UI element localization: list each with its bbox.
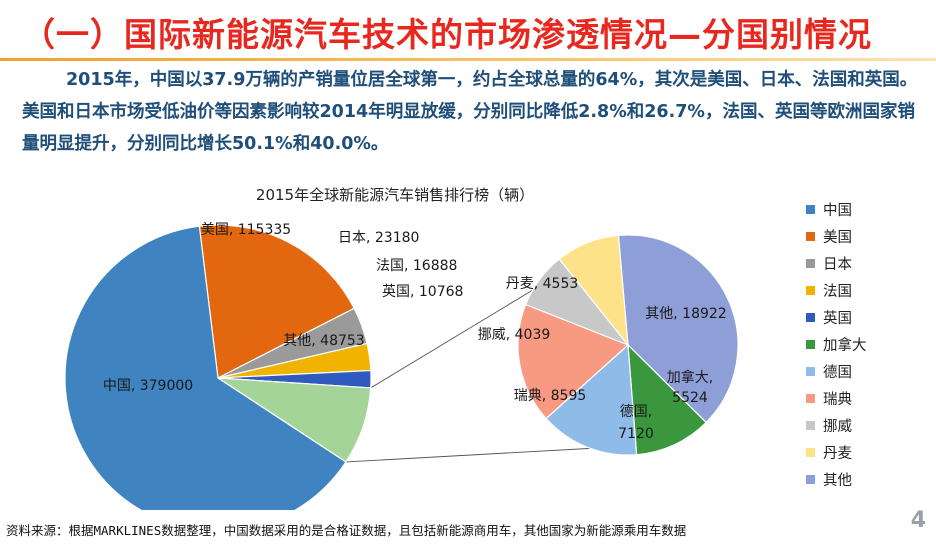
- legend-label: 德国: [823, 365, 852, 381]
- main-pie: [64, 224, 372, 510]
- title-divider: [0, 58, 936, 61]
- main-slice-e7be8ee59bbd: [198, 224, 356, 379]
- summary-paragraph: 2015年，中国以37.9万辆的产销量位居全球第一，约占全球总量的64%，其次是…: [22, 70, 918, 154]
- legend-item-e88bb1e59bbd: 英国: [806, 304, 926, 331]
- pie-of-pie-chart: 2015年全球新能源汽车销售排行榜（辆） 中国, 379000 美国, 11533…: [64, 186, 739, 510]
- legend-label: 英国: [823, 311, 852, 327]
- legend-swatch: [806, 394, 815, 403]
- legend-label: 中国: [823, 203, 852, 219]
- main-label-e6b395e59bbd: 法国, 16888: [376, 258, 457, 274]
- legend-swatch: [806, 205, 815, 214]
- detail-pie: [517, 234, 739, 456]
- slide-title: （一）国际新能源汽车技术的市场渗透情况—分国别情况: [22, 15, 872, 54]
- legend-label: 挪威: [823, 419, 852, 435]
- legend-item-e585b6e4bb96: 其他: [806, 466, 926, 493]
- detail-label-e5beb7e59bbd-name: 德国,: [620, 404, 652, 420]
- legend-item-e6b395e59bbd: 法国: [806, 277, 926, 304]
- legend-label: 法国: [823, 284, 852, 300]
- source-note: 资料来源：根据MARKLINES数据整理，中国数据采用的是合格证数据，且包括新能…: [6, 523, 687, 538]
- legend-item-e7919ee585b8: 瑞典: [806, 385, 926, 412]
- data-labels: 中国, 379000 美国, 115335 日本, 23180 法国, 16888 英国…: [103, 222, 727, 442]
- main-label-e7be8ee59bbd: 美国, 115335: [201, 222, 291, 238]
- legend-item-e4b8ade59bbd: 中国: [806, 196, 926, 223]
- detail-label-e68caae5a881: 挪威, 4039: [478, 327, 551, 343]
- detail-label-e58aa0e68bbfe5a4a7-value: 5524: [672, 390, 708, 406]
- chart-title: 2015年全球新能源汽车销售排行榜（辆）: [256, 186, 534, 204]
- detail-slice-e7919ee585b8: [517, 303, 630, 420]
- legend-swatch: [806, 367, 815, 376]
- connector-line-upper: [370, 289, 533, 389]
- legend-item-e697a5e69cac: 日本: [806, 250, 926, 277]
- detail-label-e58aa0e68bbfe5a4a7-name: 加拿大,: [667, 369, 713, 386]
- page-number: 4: [910, 508, 926, 533]
- legend-item-e5beb7e59bbd: 德国: [806, 358, 926, 385]
- detail-label-e585b6e4bb96: 其他, 18922: [645, 306, 726, 322]
- main-label-e697a5e69cac: 日本, 23180: [338, 230, 419, 246]
- detail-slice-e4b8b9e9baa6: [558, 234, 629, 347]
- connector-line-lower: [345, 447, 591, 463]
- main-label-e88bb1e59bbd: 英国, 10768: [382, 283, 463, 300]
- legend-swatch: [806, 259, 815, 268]
- main-slice-e4b8ade59bbd: [64, 225, 347, 510]
- detail-slice-e58aa0e68bbfe5a4a7: [627, 343, 708, 456]
- legend-label: 丹麦: [823, 446, 852, 462]
- legend-label: 日本: [823, 257, 852, 273]
- detail-label-e7919ee585b8: 瑞典, 8595: [514, 388, 587, 404]
- detail-slice-e5beb7e59bbd: [545, 343, 638, 456]
- legend-swatch: [806, 286, 815, 295]
- detail-slice-e585b6e4bb96: [617, 234, 739, 424]
- legend-swatch: [806, 448, 815, 457]
- pie-connectors: [345, 289, 591, 463]
- legend-swatch: [806, 421, 815, 430]
- detail-label-e5beb7e59bbd-value: 7120: [618, 426, 654, 442]
- legend-item-e7be8ee59bbd: 美国: [806, 223, 926, 250]
- legend-label: 加拿大: [823, 338, 867, 354]
- main-label-e4b8ade59bbd: 中国, 379000: [103, 378, 193, 394]
- legend-label: 其他: [823, 473, 852, 489]
- detail-label-e4b8b9e9baa6: 丹麦, 4553: [506, 276, 579, 292]
- legend-swatch: [806, 232, 815, 241]
- legend-swatch: [806, 475, 815, 484]
- legend-item-e68caae5a881: 挪威: [806, 412, 926, 439]
- legend-label: 瑞典: [823, 392, 852, 408]
- chart-legend: 中国美国日本法国英国加拿大德国瑞典挪威丹麦其他: [806, 196, 926, 493]
- legend-item-e58aa0e68bbfe5a4a7: 加拿大: [806, 331, 926, 358]
- main-label-e585b6e4bb96: 其他, 48753: [283, 333, 364, 349]
- legend-label: 美国: [823, 230, 852, 246]
- legend-swatch: [806, 313, 815, 322]
- legend-item-e4b8b9e9baa6: 丹麦: [806, 439, 926, 466]
- legend-swatch: [806, 340, 815, 349]
